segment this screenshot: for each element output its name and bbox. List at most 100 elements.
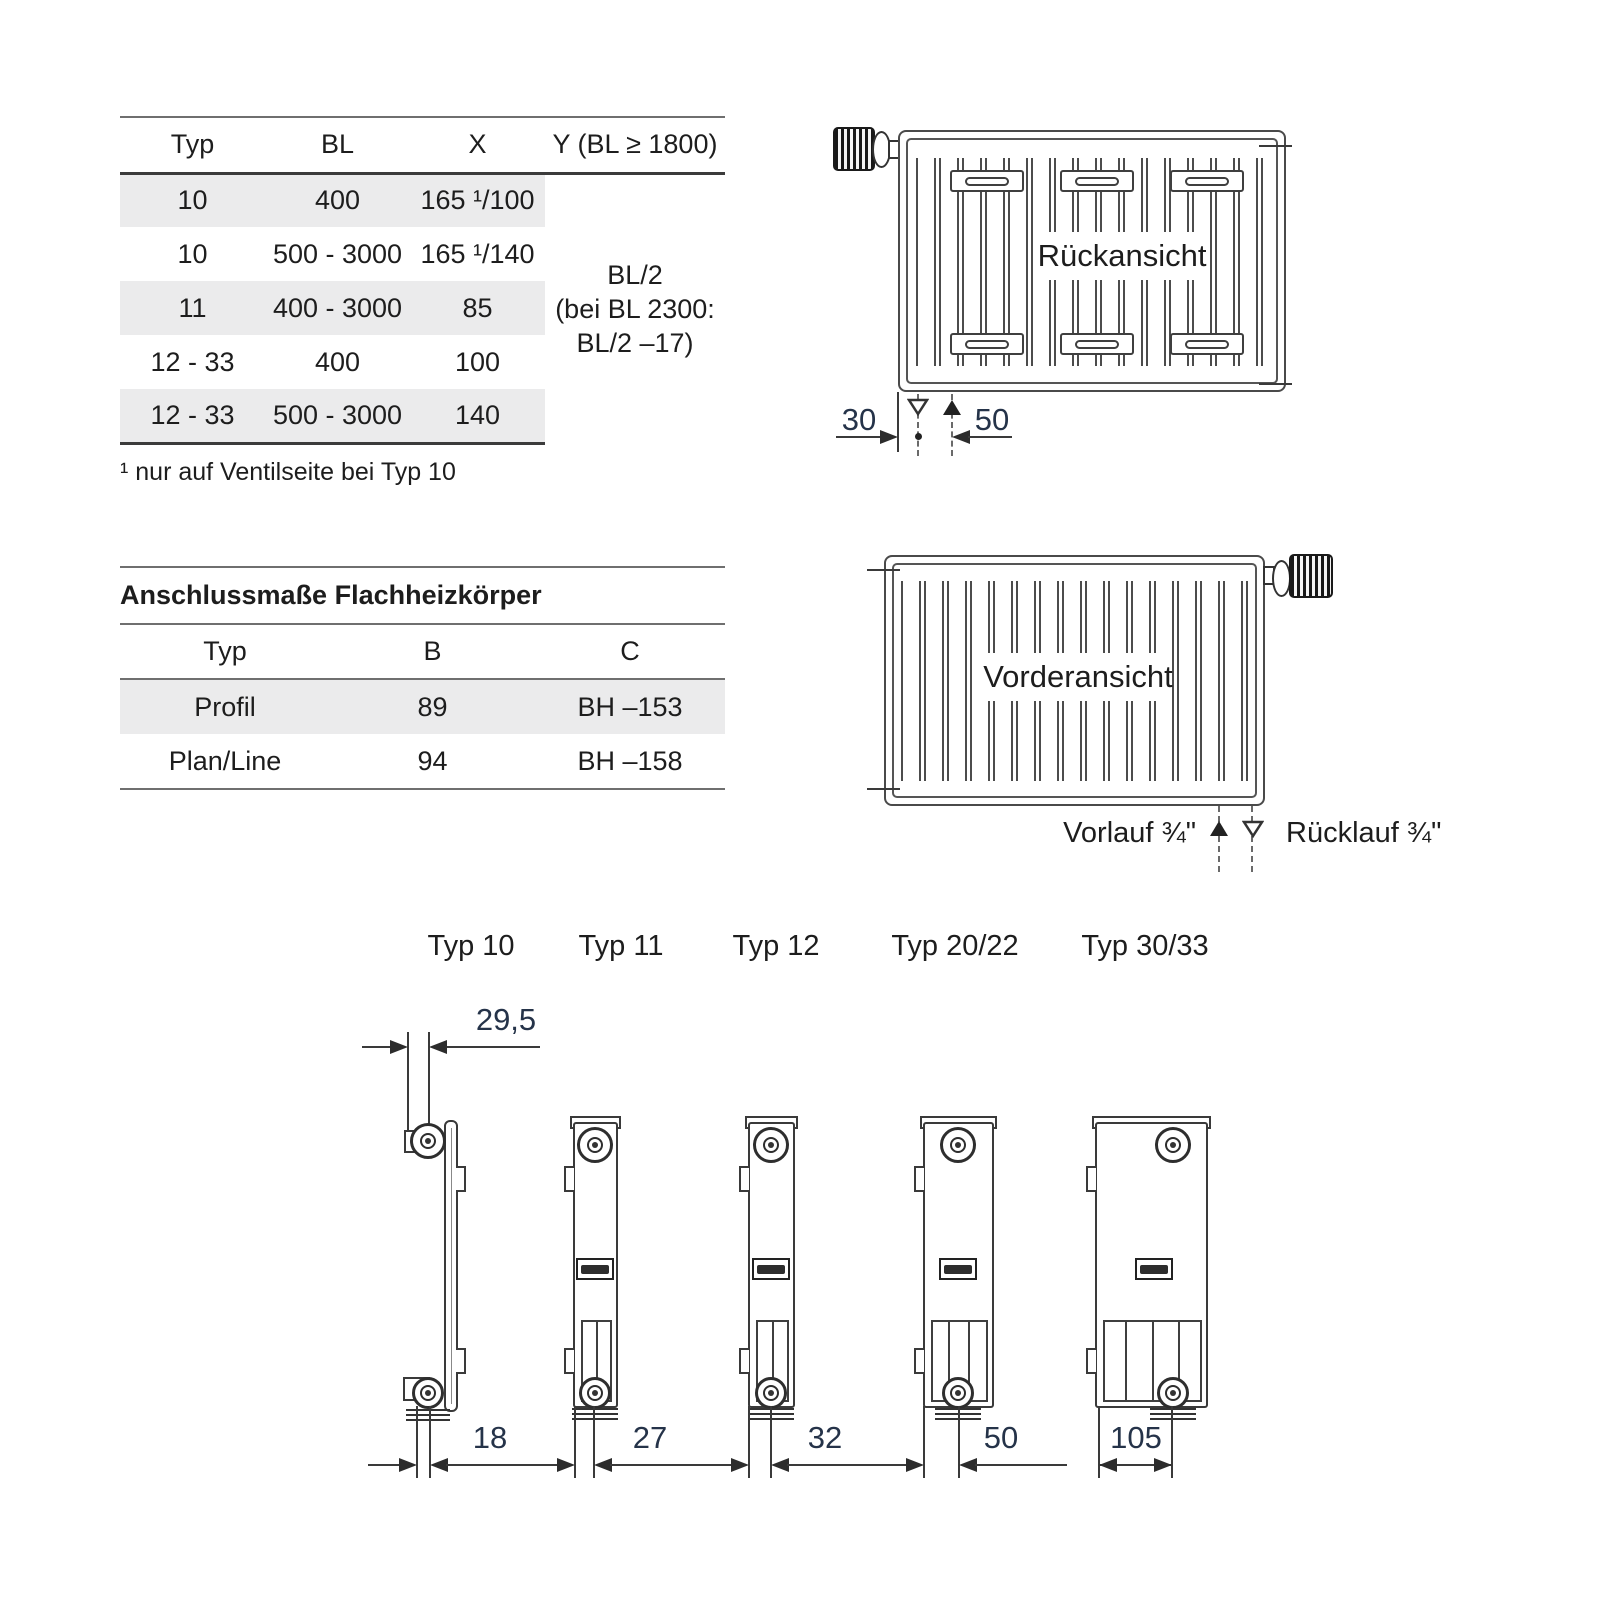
table-row: Plan/Line 94 BH –158 (120, 734, 725, 790)
column-header: Typ (120, 625, 330, 680)
cell-x: 85 (410, 281, 545, 335)
return-axis-line (1251, 806, 1253, 872)
valve-ring (1165, 1385, 1181, 1401)
bottom-valve-connection (755, 1377, 787, 1409)
brand-plate-mark (1140, 1264, 1168, 1274)
mounting-bracket (950, 170, 1024, 192)
dimension-line (447, 1046, 540, 1048)
cell-typ: 10 (120, 173, 265, 227)
brand-plate-mark (581, 1264, 609, 1274)
valve-pin (768, 1390, 774, 1396)
side-tab (564, 1166, 574, 1192)
valve-pin (425, 1390, 431, 1396)
side-tab (739, 1348, 749, 1374)
top-valve-connection (577, 1127, 613, 1163)
bracket-slot (965, 176, 1009, 186)
dim-arrow (731, 1458, 749, 1472)
valve-pin (1170, 1390, 1176, 1396)
dim-arrow (399, 1458, 417, 1472)
return-marker-open-triangle-icon (907, 398, 929, 416)
dimension-label: 18 (472, 1420, 508, 1455)
dim-arrow (880, 430, 898, 444)
cell-bl: 400 (265, 173, 410, 227)
reference-tick (1259, 383, 1292, 385)
bracket-slot (1185, 339, 1229, 349)
side-tab (456, 1166, 466, 1192)
valve-ring (587, 1385, 603, 1401)
mounting-bracket (1170, 333, 1244, 355)
extension-line (593, 1406, 595, 1478)
valve-pin (768, 1142, 774, 1148)
bottom-valve-connection (1157, 1377, 1189, 1409)
side-tab (739, 1166, 749, 1192)
cell-x: 165 ¹/100 (410, 173, 545, 227)
dimension-label: 29,5 (475, 1002, 537, 1037)
profile-typ-12 (736, 1112, 836, 1432)
valve-foot (1150, 1408, 1196, 1421)
mounting-bracket (950, 333, 1024, 355)
cell-bl: 500 - 3000 (272, 238, 403, 269)
dimension-line (518, 1464, 559, 1466)
reference-tick (867, 788, 900, 790)
valve-ring (950, 1385, 966, 1401)
cell-x: 100 (454, 346, 501, 377)
valve-pin (425, 1138, 431, 1144)
y-note-line: BL/2 (607, 259, 663, 290)
brand-plate (752, 1258, 790, 1280)
top-valve-connection (410, 1123, 446, 1159)
valve-ring (950, 1137, 966, 1153)
type-label: Typ 30/33 (1081, 930, 1209, 962)
dimension-line (362, 1046, 390, 1048)
bottom-valve-connection (412, 1377, 444, 1409)
brand-plate-mark (944, 1264, 972, 1274)
dim-arrow (557, 1458, 575, 1472)
bracket-slot (1075, 339, 1119, 349)
dimension-line (787, 1464, 879, 1466)
bottom-valve-connection (942, 1377, 974, 1409)
radiator-inner-frame (906, 138, 1278, 384)
valve-ring (763, 1385, 779, 1401)
flow-axis-line (1218, 806, 1220, 872)
top-valve-connection (1155, 1127, 1191, 1163)
flow-label: Vorlauf ¾" (1063, 817, 1196, 849)
side-tab (1086, 1348, 1096, 1374)
dim-arrow (771, 1458, 789, 1472)
dimension-line (975, 1464, 1067, 1466)
extension-line (958, 1406, 960, 1478)
dimension-label: 30 (841, 402, 877, 437)
brand-plate (1135, 1258, 1173, 1280)
valve-ring (420, 1385, 436, 1401)
table-row: 10 500 - 3000 165 ¹/140 (120, 227, 725, 281)
column-header: C (535, 625, 725, 680)
table-header-row: Typ B C (120, 625, 725, 680)
extension-line (748, 1406, 750, 1478)
dimension-line (968, 436, 1012, 438)
valve-ring (420, 1133, 436, 1149)
radiator-inner-frame (892, 563, 1257, 798)
side-tab (564, 1348, 574, 1374)
dim-arrow (390, 1040, 408, 1054)
cell-b: 89 (330, 679, 535, 734)
dim-dot (915, 433, 922, 440)
dimension-label: 105 (1110, 1420, 1162, 1455)
dim-arrow (429, 1040, 447, 1054)
valve-ring (1165, 1137, 1181, 1153)
cell-typ: Plan/Line (120, 734, 330, 790)
mounting-bracket (1170, 170, 1244, 192)
extension-line (770, 1406, 772, 1478)
valve-pin (592, 1142, 598, 1148)
dim-arrow (906, 1458, 924, 1472)
side-tab (456, 1348, 466, 1374)
column-header: B (330, 625, 535, 680)
cell-y-merged: BL/2 (bei BL 2300: BL/2 –17) (545, 173, 725, 443)
dimension-line (610, 1464, 702, 1466)
flow-marker-filled-triangle-icon (943, 400, 961, 415)
column-header: X (410, 117, 545, 175)
profile-typ-10: 29,5 (350, 1000, 540, 1500)
dimension-line (446, 1464, 545, 1466)
valve-foot (572, 1408, 618, 1421)
dim-arrow (1099, 1458, 1117, 1472)
side-tab (914, 1166, 924, 1192)
side-tab (1086, 1166, 1096, 1192)
